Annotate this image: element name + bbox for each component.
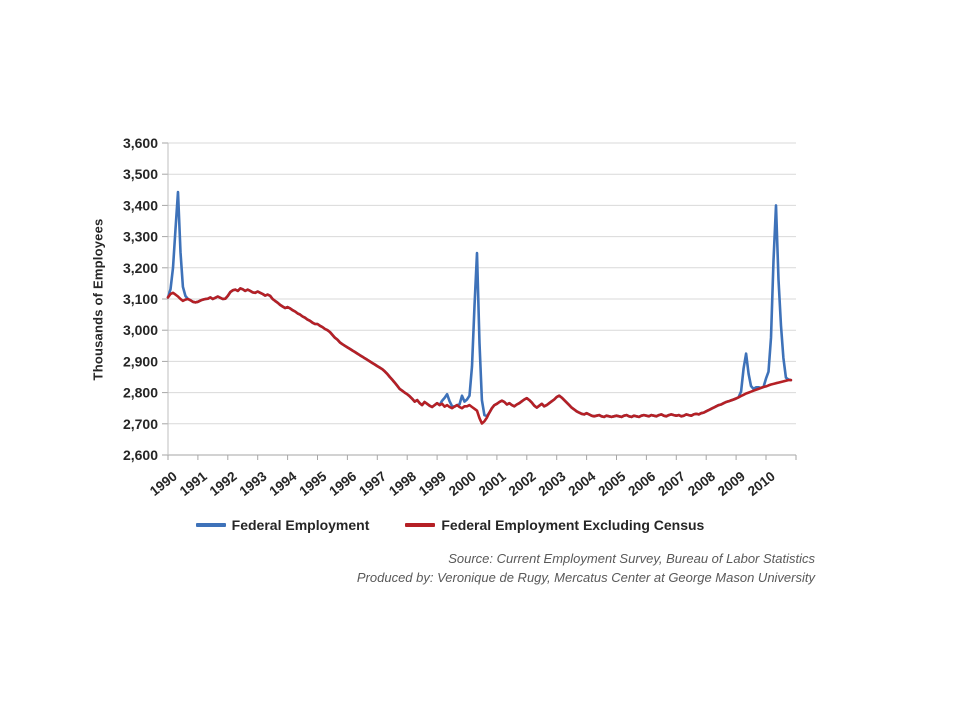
y-tick-label: 3,500 bbox=[123, 166, 158, 182]
y-axis-title: Thousands of Employees bbox=[90, 218, 106, 381]
legend-label-excluding-census: Federal Employment Excluding Census bbox=[441, 517, 705, 533]
x-tick-label: 1994 bbox=[267, 468, 300, 499]
x-tick-label: 2008 bbox=[685, 468, 718, 499]
y-tick-label: 2,600 bbox=[123, 447, 158, 463]
x-tick-label: 2001 bbox=[476, 468, 509, 499]
legend-item-excluding-census: Federal Employment Excluding Census bbox=[405, 517, 704, 533]
x-tick-label: 1998 bbox=[386, 468, 419, 499]
excluding-census-line bbox=[166, 287, 793, 425]
x-tick-label: 2007 bbox=[655, 469, 688, 499]
x-tick-label: 1990 bbox=[147, 469, 180, 499]
federal-employment-line bbox=[166, 190, 793, 419]
y-tick-label: 3,400 bbox=[123, 197, 158, 213]
produced-by-line: Produced by: Veronique de Rugy, Mercatus… bbox=[356, 570, 815, 585]
y-tick-label: 3,100 bbox=[123, 291, 158, 307]
source-line: Source: Current Employment Survey, Burea… bbox=[448, 551, 815, 566]
x-tick-label: 1991 bbox=[177, 468, 210, 499]
y-tick-label: 3,300 bbox=[123, 229, 158, 245]
x-tick-label: 2006 bbox=[625, 468, 658, 499]
y-tick-label: 3,000 bbox=[123, 322, 158, 338]
y-tick-label: 3,600 bbox=[123, 135, 158, 151]
legend-label-federal-employment: Federal Employment bbox=[231, 517, 370, 533]
x-tick-label: 1992 bbox=[207, 469, 240, 499]
source-block: Source: Current Employment Survey, Burea… bbox=[357, 549, 815, 587]
x-tick-label: 2004 bbox=[566, 468, 599, 499]
y-tick-label: 2,800 bbox=[123, 385, 158, 401]
chart-legend: Federal Employment Federal Employment Ex… bbox=[130, 511, 770, 539]
x-tick-label: 2005 bbox=[595, 468, 628, 499]
red-line-swatch bbox=[405, 523, 436, 527]
x-tick-label: 1995 bbox=[296, 468, 329, 499]
x-tick-label: 1996 bbox=[326, 468, 359, 499]
x-tick-label: 2009 bbox=[715, 469, 748, 499]
blue-line-swatch bbox=[195, 523, 226, 527]
y-tick-label: 2,700 bbox=[123, 416, 158, 432]
x-tick-label: 1993 bbox=[237, 468, 270, 499]
x-tick-label: 1997 bbox=[356, 469, 389, 499]
x-tick-label: 1999 bbox=[416, 469, 449, 499]
x-tick-label: 2002 bbox=[506, 469, 539, 499]
y-tick-label: 3,200 bbox=[123, 260, 158, 276]
x-tick-label: 2010 bbox=[745, 469, 778, 499]
y-tick-label: 2,900 bbox=[123, 353, 158, 369]
x-tick-label: 2000 bbox=[446, 469, 479, 499]
legend-item-federal-employment: Federal Employment bbox=[195, 517, 370, 533]
x-tick-label: 2003 bbox=[536, 468, 569, 499]
